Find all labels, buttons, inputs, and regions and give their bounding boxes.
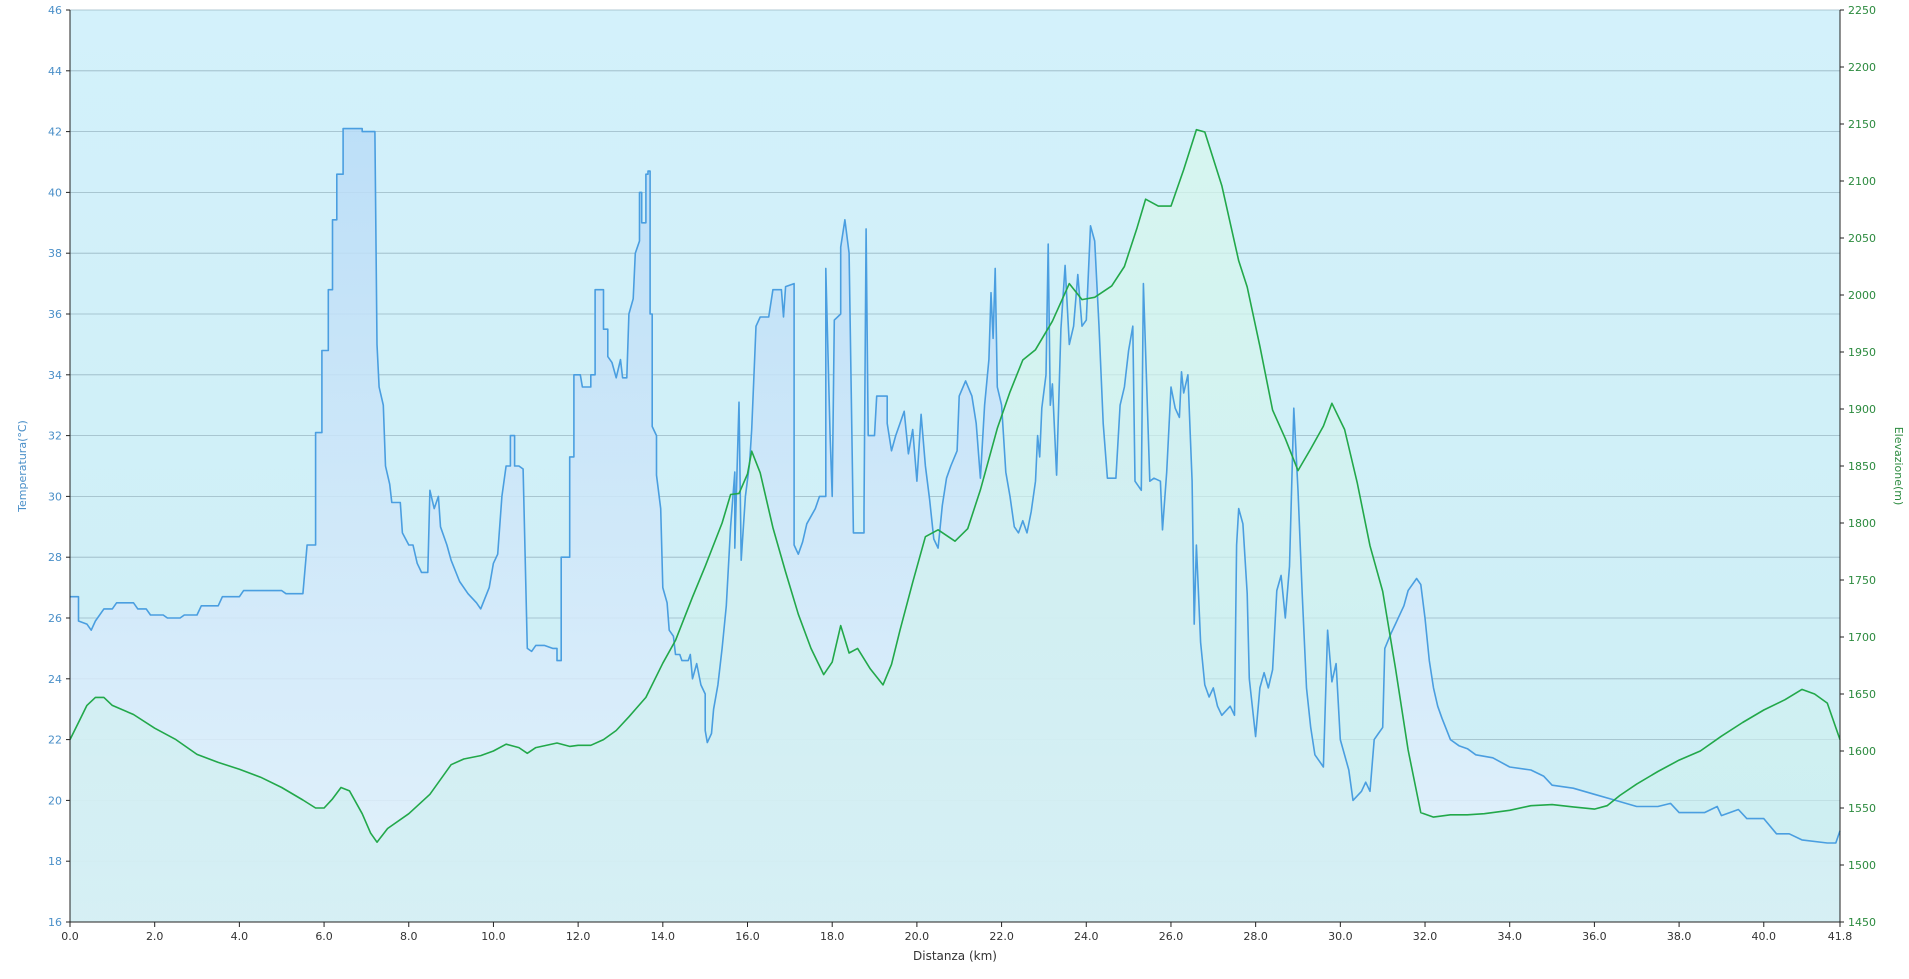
left-tick-label: 20 xyxy=(48,794,62,807)
left-tick-label: 38 xyxy=(48,247,62,260)
x-tick-label: 16.0 xyxy=(735,930,760,943)
right-tick-label: 1650 xyxy=(1848,688,1876,701)
x-tick-label: 6.0 xyxy=(315,930,333,943)
right-axis-label: Elevazione(m) xyxy=(1892,427,1905,506)
left-tick-label: 16 xyxy=(48,916,62,929)
left-tick-label: 32 xyxy=(48,430,62,443)
left-tick-label: 36 xyxy=(48,308,62,321)
x-tick-label: 12.0 xyxy=(566,930,591,943)
right-tick-label: 1900 xyxy=(1848,403,1876,416)
right-tick-label: 1700 xyxy=(1848,631,1876,644)
right-tick-label: 2150 xyxy=(1848,118,1876,131)
x-tick-label: 2.0 xyxy=(146,930,164,943)
x-tick-label: 18.0 xyxy=(820,930,845,943)
x-axis-ticks: 0.0 2.0 4.0 6.0 8.0 10.0 12.0 14.0 16.0 18.0 20.0 2… xyxy=(61,922,1852,943)
elevation-area xyxy=(70,129,1840,922)
left-tick-label: 46 xyxy=(48,4,62,17)
left-axis-ticks: 16 18 20 22 24 26 28 30 32 34 36 38 40 42 44 46 xyxy=(48,4,70,929)
x-tick-label: 34.0 xyxy=(1497,930,1522,943)
x-tick-label: 26.0 xyxy=(1159,930,1184,943)
series-lines xyxy=(69,127,1841,844)
x-tick-label: 28.0 xyxy=(1243,930,1268,943)
right-tick-label: 2200 xyxy=(1848,61,1876,74)
left-tick-label: 28 xyxy=(48,551,62,564)
left-tick-label: 42 xyxy=(48,126,62,139)
right-tick-label: 1800 xyxy=(1848,517,1876,530)
elevation-line xyxy=(69,128,1841,843)
right-tick-label: 1950 xyxy=(1848,346,1876,359)
left-tick-label: 40 xyxy=(48,186,62,199)
right-tick-label: 1550 xyxy=(1848,802,1876,815)
left-axis-label: Temperatura(°C) xyxy=(16,420,29,513)
series-areas xyxy=(70,128,1840,923)
left-tick-label: 44 xyxy=(48,65,62,78)
x-tick-label: 30.0 xyxy=(1328,930,1353,943)
right-tick-label: 2100 xyxy=(1848,175,1876,188)
right-tick-label: 1750 xyxy=(1848,574,1876,587)
right-tick-label: 2050 xyxy=(1848,232,1876,245)
left-tick-label: 24 xyxy=(48,673,62,686)
right-tick-label: 1450 xyxy=(1848,916,1876,929)
x-tick-label: 41.8 xyxy=(1828,930,1853,943)
left-tick-label: 26 xyxy=(48,612,62,625)
left-tick-label: 22 xyxy=(48,734,62,747)
right-tick-label: 1600 xyxy=(1848,745,1876,758)
left-tick-label: 30 xyxy=(48,490,62,503)
x-tick-label: 40.0 xyxy=(1752,930,1777,943)
right-tick-label: 1500 xyxy=(1848,859,1876,872)
x-tick-label: 22.0 xyxy=(989,930,1014,943)
x-tick-label: 20.0 xyxy=(905,930,930,943)
x-tick-label: 4.0 xyxy=(231,930,249,943)
right-tick-label: 1850 xyxy=(1848,460,1876,473)
left-tick-label: 18 xyxy=(48,855,62,868)
x-tick-label: 10.0 xyxy=(481,930,506,943)
x-tick-label: 14.0 xyxy=(651,930,676,943)
x-tick-label: 32.0 xyxy=(1413,930,1438,943)
x-tick-label: 36.0 xyxy=(1582,930,1607,943)
x-tick-label: 38.0 xyxy=(1667,930,1692,943)
x-tick-label: 8.0 xyxy=(400,930,418,943)
x-tick-label: 24.0 xyxy=(1074,930,1099,943)
x-tick-label: 0.0 xyxy=(61,930,79,943)
right-tick-label: 2250 xyxy=(1848,4,1876,17)
temperature-line xyxy=(70,127,1841,844)
right-axis-ticks: 1450 1500 1550 1600 1650 1700 1750 1800 1850 1900… xyxy=(1840,4,1876,929)
left-tick-label: 34 xyxy=(48,369,62,382)
right-tick-label: 2000 xyxy=(1848,289,1876,302)
x-axis-label: Distanza (km) xyxy=(913,949,997,963)
